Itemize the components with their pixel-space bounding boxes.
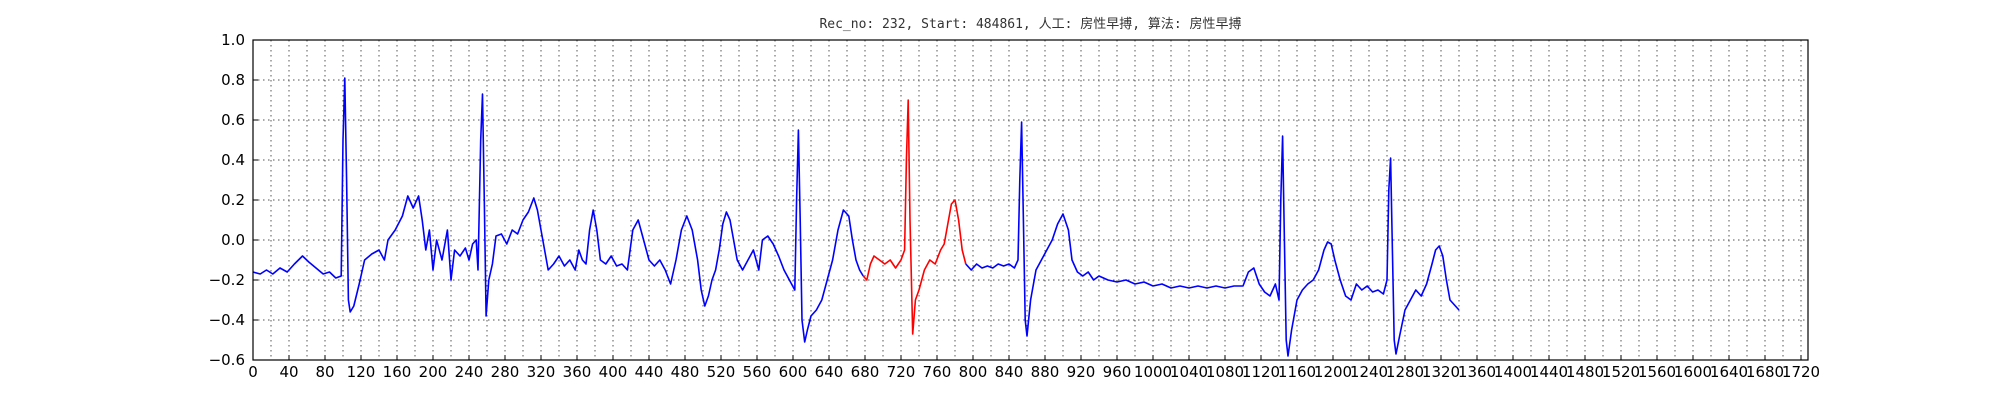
- x-tick-label: 1720: [1782, 363, 1820, 381]
- y-tick-label: 0.4: [221, 151, 245, 169]
- x-tick-label: 1080: [1206, 363, 1244, 381]
- x-tick-label: 1680: [1746, 363, 1784, 381]
- x-tick-label: 1160: [1278, 363, 1316, 381]
- series-line-1: [862, 99, 967, 335]
- y-tick-label: −0.4: [209, 311, 245, 329]
- x-tick-label: 560: [743, 363, 772, 381]
- x-tick-label: 720: [887, 363, 916, 381]
- x-tick-label: 840: [995, 363, 1024, 381]
- x-tick-label: 880: [1031, 363, 1060, 381]
- grid-lines: [253, 40, 1808, 360]
- x-tick-label: 680: [851, 363, 880, 381]
- x-tick-label: 600: [779, 363, 808, 381]
- x-tick-label: 1520: [1602, 363, 1640, 381]
- x-tick-label: 360: [563, 363, 592, 381]
- x-tick-label: 200: [419, 363, 448, 381]
- x-tick-label: 1000: [1134, 363, 1172, 381]
- y-tick-label: 0.2: [221, 191, 245, 209]
- plot-frame: [252, 39, 1809, 361]
- y-tick-label: 0.0: [221, 231, 245, 249]
- x-tick-label: 1480: [1566, 363, 1604, 381]
- x-tick-label: 1200: [1314, 363, 1352, 381]
- x-tick-label: 920: [1067, 363, 1096, 381]
- x-tick-label: 1600: [1674, 363, 1712, 381]
- x-tick-label: 400: [599, 363, 628, 381]
- y-tick-label: 0.6: [221, 111, 245, 129]
- x-tick-label: 80: [315, 363, 334, 381]
- x-tick-label: 800: [959, 363, 988, 381]
- chart-title: Rec_no: 232, Start: 484861, 人工: 房性早搏, 算法…: [819, 16, 1241, 32]
- x-tick-label: 1360: [1458, 363, 1496, 381]
- x-tick-label: 120: [347, 363, 376, 381]
- x-tick-label: 640: [815, 363, 844, 381]
- x-tick-label: 0: [248, 363, 258, 381]
- x-tick-label: 1040: [1170, 363, 1208, 381]
- x-tick-label: 280: [491, 363, 520, 381]
- x-tick-label: 1120: [1242, 363, 1280, 381]
- x-tick-label: 320: [527, 363, 556, 381]
- series-group: [252, 77, 1460, 357]
- x-tick-label: 240: [455, 363, 484, 381]
- x-tick-label: 960: [1103, 363, 1132, 381]
- x-tick-label: 440: [635, 363, 664, 381]
- x-tick-label: 1320: [1422, 363, 1460, 381]
- y-tick-label: 1.0: [221, 31, 245, 49]
- y-tick-label: 0.8: [221, 71, 245, 89]
- y-tick-label: −0.6: [209, 351, 245, 369]
- x-tick-label: 760: [923, 363, 952, 381]
- x-tick-label: 520: [707, 363, 736, 381]
- y-tick-label: −0.2: [209, 271, 245, 289]
- x-tick-label: 1560: [1638, 363, 1676, 381]
- series-line-0: [252, 77, 864, 343]
- x-tick-label: 1640: [1710, 363, 1748, 381]
- x-tick-label: 40: [279, 363, 298, 381]
- x-tick-label: 1400: [1494, 363, 1532, 381]
- x-tick-label: 160: [383, 363, 412, 381]
- x-axis-ticks: 0 40 80 120 160 200 240 280 320 360 400 440 480 520 56…: [248, 355, 1820, 381]
- series-line-2: [965, 121, 1460, 357]
- x-tick-label: 1440: [1530, 363, 1568, 381]
- y-axis-ticks: −0.6 −0.4 −0.2 0.0 0.2 0.4 0.6 0.8 1.0: [209, 31, 258, 369]
- x-tick-label: 1280: [1386, 363, 1424, 381]
- x-tick-label: 480: [671, 363, 700, 381]
- x-tick-label: 1240: [1350, 363, 1388, 381]
